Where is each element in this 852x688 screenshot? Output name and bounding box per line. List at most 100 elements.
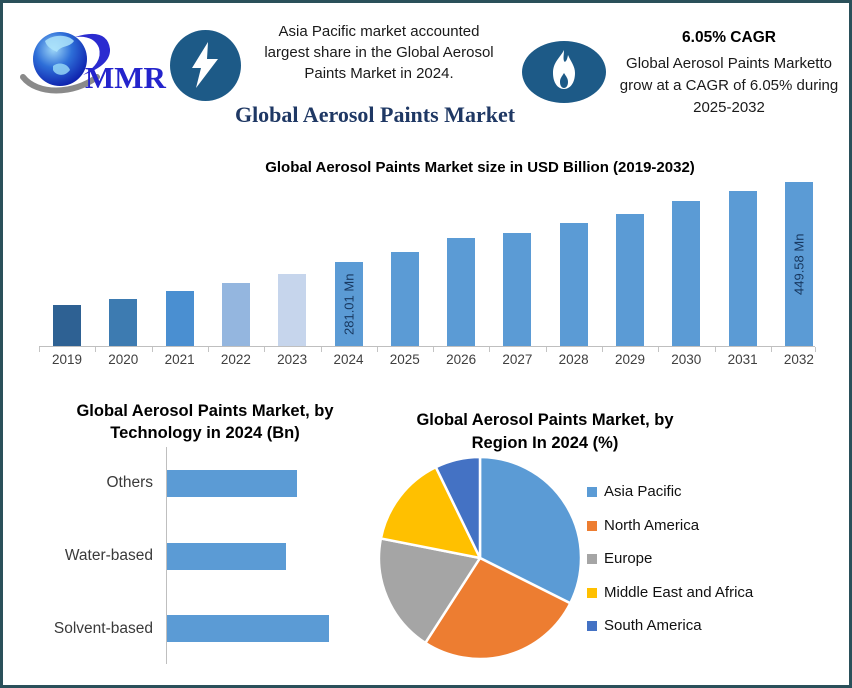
x-axis-label-2030: 2030: [671, 352, 702, 367]
legend-label: Middle East and Africa: [604, 584, 754, 601]
legend-item-asia-pacific: Asia Pacific: [587, 483, 682, 500]
pie-slice-south-america: [434, 455, 482, 560]
tech-bar-water-based: [167, 543, 286, 570]
bar-2022: [221, 283, 250, 346]
bar-2032: 449.58 Mn: [784, 182, 813, 346]
x-axis-tick: [433, 347, 435, 352]
pie-slice-asia-pacific: [478, 455, 583, 605]
legend-item-north-america: North America: [587, 517, 699, 534]
bar-2027: [503, 233, 532, 346]
x-axis-tick: [815, 347, 816, 352]
tech-bar-solvent-based: [167, 615, 329, 642]
legend-item-south-america: South America: [587, 617, 702, 634]
cagr-line-2: grow at a CAGR of 6.05% during: [619, 77, 839, 94]
logo-blue-swoosh: [75, 33, 111, 75]
region-title-line-2: Region In 2024 (%): [471, 434, 619, 452]
bar-2020: [109, 299, 138, 346]
x-axis-tick: [151, 347, 153, 352]
legend-item-europe: Europe: [587, 550, 652, 567]
legend-label: Europe: [604, 550, 653, 567]
highlight-text: Asia Pacific market accounted largest sh…: [238, 21, 520, 84]
legend-swatch: [587, 553, 597, 564]
bar-2023: [278, 274, 307, 346]
bar-2025: [390, 252, 419, 346]
highlight-line-1: Asia Pacific market accounted: [278, 23, 480, 40]
x-axis-tick: [770, 347, 772, 352]
bar-2024: 281.01 Mn: [334, 262, 363, 346]
x-axis-tick: [95, 347, 97, 352]
globe-landmass-south: [53, 63, 70, 75]
technology-axis-line: [166, 447, 167, 664]
pie-slice-middle-east-and-africa: [379, 465, 482, 560]
bar-2019: [53, 305, 81, 346]
cagr-description: Global Aerosol Paints Marketto grow at a…: [607, 53, 849, 119]
bar-2031: [728, 191, 757, 346]
x-axis-tick: [320, 347, 322, 352]
page-title: Global Aerosol Paints Market: [234, 102, 516, 127]
globe-icon: [33, 32, 87, 86]
market-size-chart-title: Global Aerosol Paints Market size in USD…: [265, 159, 695, 176]
pie-slice-europe: [377, 537, 482, 645]
bar-2026: [447, 238, 476, 346]
x-axis-tick: [658, 347, 660, 352]
logo-gray-swoosh: [20, 74, 100, 94]
tech-label-others: Others: [106, 474, 153, 491]
x-axis-label-2026: 2026: [446, 352, 477, 367]
highlight-line-2: largest share in the Global Aerosol: [264, 44, 494, 61]
x-axis-tick: [602, 347, 603, 352]
bar-value-label-2024: 281.01 Mn: [341, 273, 356, 335]
legend-label: Asia Pacific: [604, 483, 682, 500]
cagr-callout: 6.05% CAGR Global Aerosol Paints Markett…: [607, 29, 849, 119]
x-axis-label-2020: 2020: [108, 352, 139, 367]
region-chart-title: Global Aerosol Paints Market, by Region …: [395, 409, 695, 455]
lightning-icon: [170, 30, 241, 101]
region-pie: [377, 455, 583, 661]
globe-landmass-north: [45, 35, 74, 52]
x-axis-label-2031: 2031: [727, 352, 758, 367]
legend-swatch: [587, 587, 597, 598]
legend-swatch: [587, 486, 597, 497]
flame-glyph: [553, 50, 575, 89]
tech-bar-others: [167, 470, 297, 497]
x-axis-label-2019: 2019: [51, 352, 83, 367]
market-size-plot: 281.01 Mn 449.58 Mn: [39, 178, 815, 347]
legend-swatch: [587, 620, 597, 631]
mmr-logo-graphic: MMR: [20, 32, 167, 95]
x-axis-label-2021: 2021: [164, 352, 195, 367]
legend-label: North America: [604, 517, 700, 534]
technology-title-line-2: Technology in 2024 (Bn): [110, 424, 300, 442]
x-axis-label-2023: 2023: [277, 352, 308, 367]
bar-2030: [672, 201, 701, 346]
x-axis-label-2027: 2027: [502, 352, 533, 367]
legend-label: South America: [604, 617, 702, 634]
technology-chart-title: Global Aerosol Paints Market, by Technol…: [55, 400, 355, 444]
bar-value-label-2032: 449.58 Mn: [791, 233, 807, 295]
legend-swatch: [587, 520, 597, 531]
x-axis-label-2025: 2025: [389, 352, 420, 367]
bar-2021: [165, 291, 194, 346]
x-axis-label-2028: 2028: [558, 352, 589, 367]
technology-title-line-1: Global Aerosol Paints Market, by: [76, 402, 334, 420]
x-axis-label-2029: 2029: [614, 352, 646, 367]
lightning-bolt-glyph: [191, 41, 218, 88]
logo-wordmark: MMR: [85, 60, 167, 95]
x-axis-label-2032: 2032: [783, 352, 814, 367]
x-axis-tick: [39, 347, 40, 352]
highlight-line-3: Paints Market in 2024.: [304, 65, 454, 82]
mmr-logo: MMR: [15, 21, 169, 103]
cagr-line-1: Global Aerosol Paints Marketto: [626, 55, 832, 72]
x-axis-tick: [489, 347, 491, 352]
bar-2028: [559, 223, 588, 346]
x-axis-tick: [264, 347, 266, 352]
pie-slice-north-america: [424, 556, 572, 661]
flame-icon: [522, 41, 606, 103]
x-axis-tick: [376, 347, 378, 352]
x-axis-tick: [207, 347, 209, 352]
x-axis-label-2022: 2022: [220, 352, 251, 367]
x-axis-tick: [714, 347, 716, 352]
legend-item-middle-east-and-africa: Middle East and Africa: [587, 584, 753, 601]
tech-label-solvent-based: Solvent-based: [53, 620, 153, 637]
tech-label-water-based: Water-based: [64, 547, 153, 564]
x-axis-label-2024: 2024: [333, 352, 364, 367]
